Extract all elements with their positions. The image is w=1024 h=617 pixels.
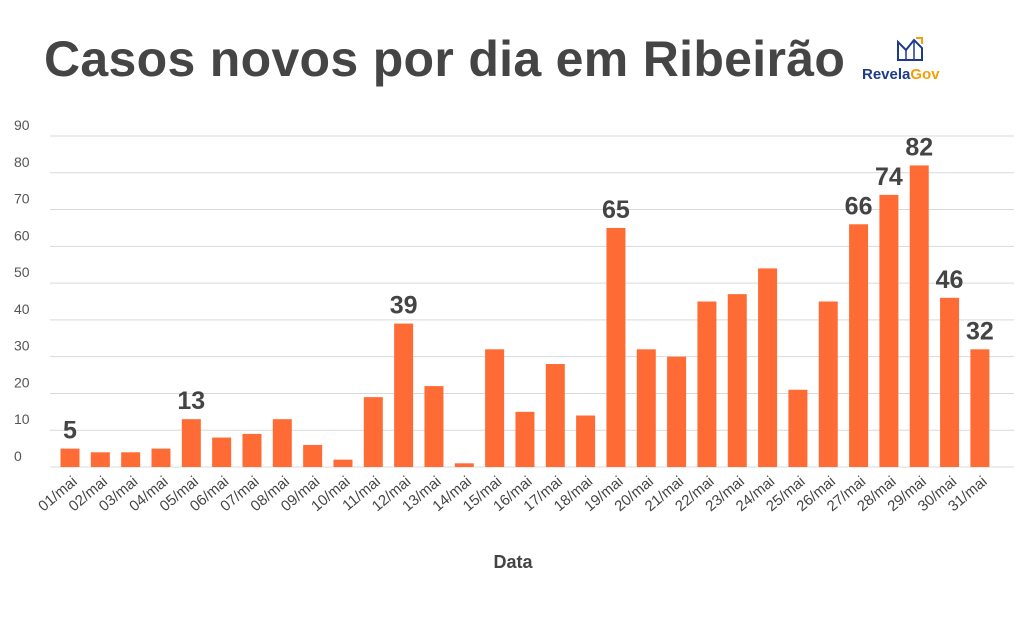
y-tick-label: 10 bbox=[14, 411, 30, 427]
data-label: 65 bbox=[602, 196, 630, 224]
chart-title: Casos novos por dia em Ribeirão bbox=[44, 31, 846, 87]
bar bbox=[818, 301, 838, 467]
bar bbox=[576, 415, 596, 467]
y-tick-label: 20 bbox=[14, 374, 30, 390]
data-label: 74 bbox=[875, 163, 903, 191]
y-tick-label: 50 bbox=[14, 264, 30, 280]
y-tick-label: 30 bbox=[14, 338, 30, 354]
bar bbox=[90, 452, 110, 467]
y-tick-label: 90 bbox=[14, 117, 30, 133]
y-tick-label: 40 bbox=[14, 301, 30, 317]
data-label: 5 bbox=[63, 417, 77, 445]
data-label: 39 bbox=[390, 292, 418, 320]
bar bbox=[333, 459, 353, 467]
bar bbox=[758, 268, 778, 467]
bar bbox=[606, 227, 626, 467]
logo-wordmark: RevelaGov bbox=[862, 66, 940, 83]
bar bbox=[181, 419, 201, 467]
x-axis-ticks: 01/mai02/mai03/mai04/mai05/mai06/mai07/m… bbox=[35, 473, 990, 515]
data-label: 66 bbox=[845, 192, 873, 220]
bar bbox=[727, 294, 747, 467]
bar bbox=[242, 433, 262, 467]
bar bbox=[272, 419, 292, 467]
bar bbox=[636, 349, 656, 467]
bar bbox=[151, 448, 171, 467]
revelagov-logo: RevelaGov bbox=[862, 36, 972, 86]
bar bbox=[363, 397, 383, 467]
bar bbox=[303, 444, 323, 467]
x-axis-label: Data bbox=[493, 552, 533, 572]
bar bbox=[424, 386, 444, 467]
bar bbox=[940, 297, 960, 467]
data-label: 32 bbox=[966, 317, 994, 345]
y-tick-label: 70 bbox=[14, 191, 30, 207]
bar bbox=[697, 301, 717, 467]
logo-emblem-icon bbox=[897, 37, 923, 61]
bar bbox=[545, 364, 565, 467]
logo-text-revela: Revela bbox=[862, 66, 911, 83]
bar bbox=[788, 389, 808, 467]
y-tick-label: 80 bbox=[14, 154, 30, 170]
bar bbox=[515, 411, 535, 467]
bars bbox=[60, 165, 990, 467]
bar bbox=[849, 224, 869, 467]
logo-text-gov: Gov bbox=[910, 66, 940, 83]
bar bbox=[454, 463, 474, 467]
y-axis-ticks: 0 10 20 30 40 50 60 70 80 90 bbox=[14, 117, 30, 464]
bar bbox=[121, 452, 141, 467]
y-tick-label: 60 bbox=[14, 227, 30, 243]
data-label: 46 bbox=[936, 266, 964, 294]
bar bbox=[909, 165, 929, 467]
bar bbox=[60, 448, 80, 467]
bar bbox=[970, 349, 990, 467]
bar bbox=[485, 349, 505, 467]
data-label: 82 bbox=[905, 133, 933, 161]
data-label: 13 bbox=[177, 387, 205, 415]
bar bbox=[394, 323, 414, 467]
bar bbox=[212, 437, 232, 467]
bar bbox=[879, 194, 899, 467]
y-tick-label: 0 bbox=[14, 448, 22, 464]
bar bbox=[667, 356, 687, 467]
